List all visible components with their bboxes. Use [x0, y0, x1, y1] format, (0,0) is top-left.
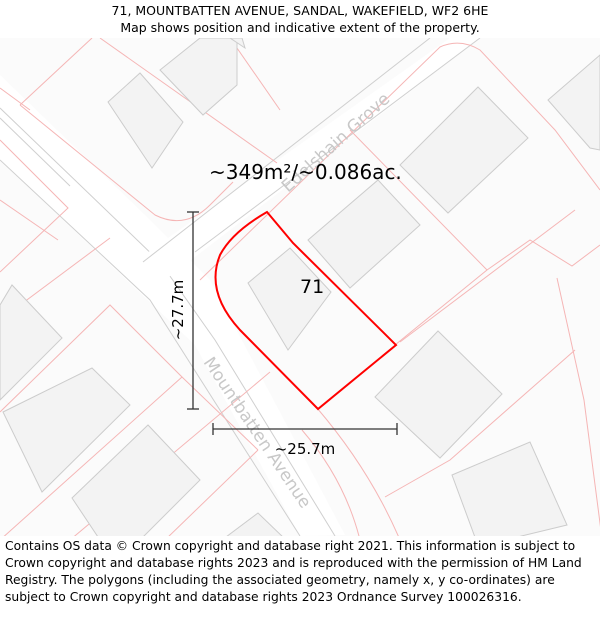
- area-label: ~349m²/~0.086ac.: [209, 160, 402, 184]
- building: [307, 179, 421, 289]
- property-address: 71, MOUNTBATTEN AVENUE, SANDAL, WAKEFIEL…: [111, 3, 489, 18]
- building: [71, 424, 201, 536]
- map-header: 71, MOUNTBATTEN AVENUE, SANDAL, WAKEFIEL…: [0, 0, 600, 38]
- building: [229, 38, 246, 50]
- copyright-notice: Contains OS data © Crown copyright and d…: [5, 539, 582, 604]
- building: [247, 247, 332, 351]
- building: [547, 54, 600, 151]
- property-map[interactable]: Edelshain Grove Mountbatten Avenue ~349m…: [0, 38, 600, 536]
- building: [374, 330, 503, 459]
- dimension-lines: [187, 211, 398, 435]
- map-subtitle: Map shows position and indicative extent…: [120, 20, 480, 35]
- roads: [0, 38, 481, 536]
- plot-number-label: 71: [300, 276, 325, 298]
- building: [226, 512, 283, 536]
- buildings: [0, 38, 600, 536]
- building: [107, 72, 184, 169]
- building: [159, 38, 238, 116]
- width-dimension-label: ~25.7m: [274, 440, 336, 458]
- road-mountbatten-avenue: [0, 75, 345, 536]
- building: [2, 367, 131, 493]
- height-dimension-label: ~27.7m: [169, 279, 187, 341]
- plot-boundaries: [0, 38, 600, 536]
- building: [451, 441, 568, 536]
- property-outline: [214, 210, 398, 411]
- building: [399, 86, 529, 214]
- building: [0, 284, 63, 401]
- road-edelshain-grove: [130, 38, 480, 280]
